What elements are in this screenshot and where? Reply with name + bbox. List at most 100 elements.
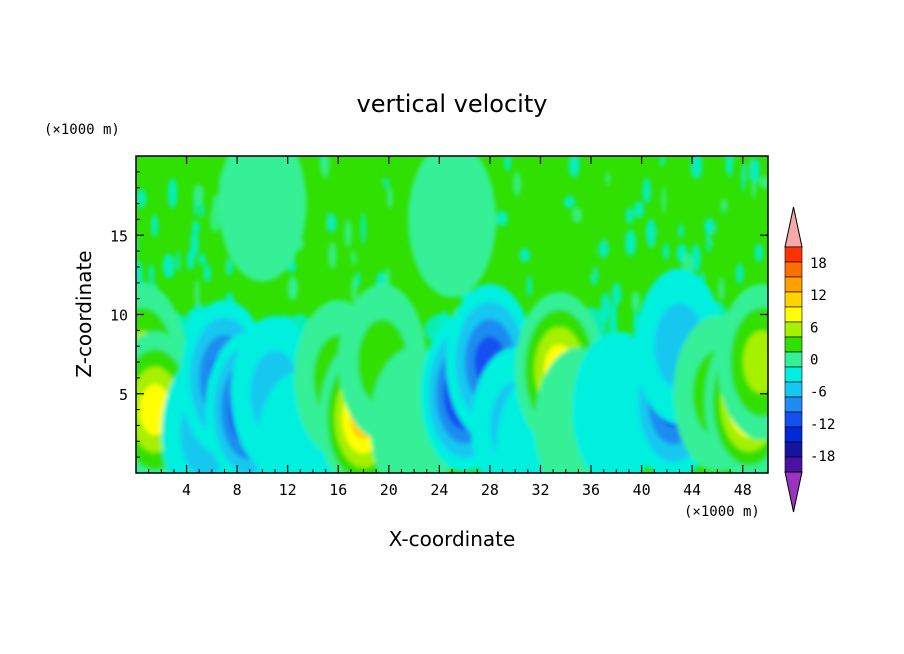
colorbar-tick-label: -6 — [810, 385, 827, 401]
field-cell — [203, 264, 211, 283]
colorbar-tick-label: 0 — [810, 353, 818, 369]
field-cell — [645, 218, 657, 246]
x-tick-label: 20 — [380, 481, 398, 499]
colorbar-bin — [784, 441, 803, 458]
field-cell — [759, 176, 768, 189]
colorbar-bin — [784, 381, 803, 398]
colorbar-bin — [784, 456, 803, 473]
colorbar-extend-low — [784, 471, 803, 513]
colorbar-bin — [784, 396, 803, 413]
field-cell — [376, 162, 384, 183]
x-tick-label: 12 — [279, 481, 297, 499]
field-cell — [387, 187, 393, 209]
field-cell — [209, 206, 221, 233]
field-cell — [610, 301, 618, 326]
field-cell — [344, 219, 352, 248]
field-cell — [193, 184, 204, 205]
x-tick-label: 44 — [683, 481, 701, 499]
x-tick-label: 24 — [430, 481, 448, 499]
field-cell — [631, 291, 641, 311]
field-cell — [355, 271, 361, 288]
colorbar-bin — [784, 291, 803, 308]
x-axis: 4 8 12 16 20 24 28 32 36 40 44 48 — [148, 156, 756, 499]
field-cell — [176, 250, 181, 272]
x-tick-label: 8 — [233, 481, 242, 499]
field-cell — [185, 156, 192, 171]
x-tick-label: 16 — [329, 481, 347, 499]
colorbar-tick-label: -12 — [810, 417, 835, 433]
chart-title: vertical velocity — [357, 90, 548, 118]
field-cell — [358, 252, 365, 268]
field-cell — [750, 157, 760, 184]
field-cell — [659, 156, 665, 167]
colorbar-bin — [784, 366, 803, 383]
field-cell — [361, 212, 366, 245]
field-cell — [318, 205, 329, 232]
field-cell — [624, 229, 637, 257]
x-axis-title: X-coordinate — [389, 527, 516, 551]
field-cell — [690, 156, 703, 180]
field-cell — [383, 177, 390, 190]
field-cell — [754, 243, 764, 262]
colorbar-tick-label: -18 — [810, 449, 835, 465]
field-cell — [691, 244, 701, 272]
field-cell — [662, 243, 669, 261]
field-cell — [625, 207, 634, 225]
field-cell — [568, 156, 580, 178]
x-tick-label: 48 — [734, 481, 752, 499]
field-cell — [743, 330, 768, 394]
colorbar-bin — [784, 306, 803, 323]
field-cell — [167, 178, 178, 209]
field-cell — [586, 245, 597, 277]
field-cell — [550, 227, 559, 260]
field-cell — [642, 177, 651, 204]
colorbar-bin — [784, 321, 803, 338]
y-unit-label: (×1000 m) — [44, 122, 120, 138]
field-cell — [563, 195, 576, 208]
field-cell — [227, 259, 233, 276]
field-cell — [218, 156, 307, 282]
field-cell — [198, 253, 206, 267]
colorbar-bin — [784, 246, 803, 263]
y-tick-label: 10 — [110, 307, 128, 325]
field-cell — [148, 263, 155, 284]
field-cell — [661, 186, 667, 214]
colorbar-bin — [784, 276, 803, 293]
y-tick-label: 15 — [110, 227, 128, 245]
field-cell — [513, 171, 522, 197]
contour-field — [136, 156, 768, 473]
field-cell — [735, 263, 744, 285]
field-cell — [496, 210, 508, 227]
field-cell — [351, 249, 356, 266]
colorbar-tick-label: 12 — [810, 288, 827, 304]
field-cell — [718, 211, 730, 228]
field-cell — [611, 282, 622, 306]
colorbar-bin — [784, 411, 803, 428]
field-cell — [327, 213, 337, 233]
x-tick-label: 32 — [531, 481, 549, 499]
field-cell — [320, 156, 325, 165]
colorbar-tick-label: 6 — [810, 320, 818, 336]
field-cell — [504, 156, 512, 172]
field-cell — [743, 157, 753, 181]
field-cell — [526, 275, 533, 297]
x-tick-label: 40 — [633, 481, 651, 499]
field-cell — [136, 189, 147, 208]
colorbar-bin — [784, 426, 803, 443]
plot-area — [135, 155, 769, 474]
field-cell — [704, 218, 715, 234]
colorbar-bin — [784, 261, 803, 278]
field-cell — [351, 277, 357, 303]
field-cell — [678, 223, 684, 239]
field-cell — [741, 163, 746, 193]
x-unit-label: (×1000 m) — [684, 504, 760, 520]
field-cell — [328, 241, 337, 269]
x-tick-label: 28 — [481, 481, 499, 499]
field-cell — [389, 242, 401, 255]
field-cell — [720, 198, 728, 213]
field-cell — [571, 207, 583, 223]
field-cell — [718, 276, 725, 301]
colorbar-tick-label: 18 — [810, 256, 827, 272]
field-cell — [519, 248, 531, 263]
